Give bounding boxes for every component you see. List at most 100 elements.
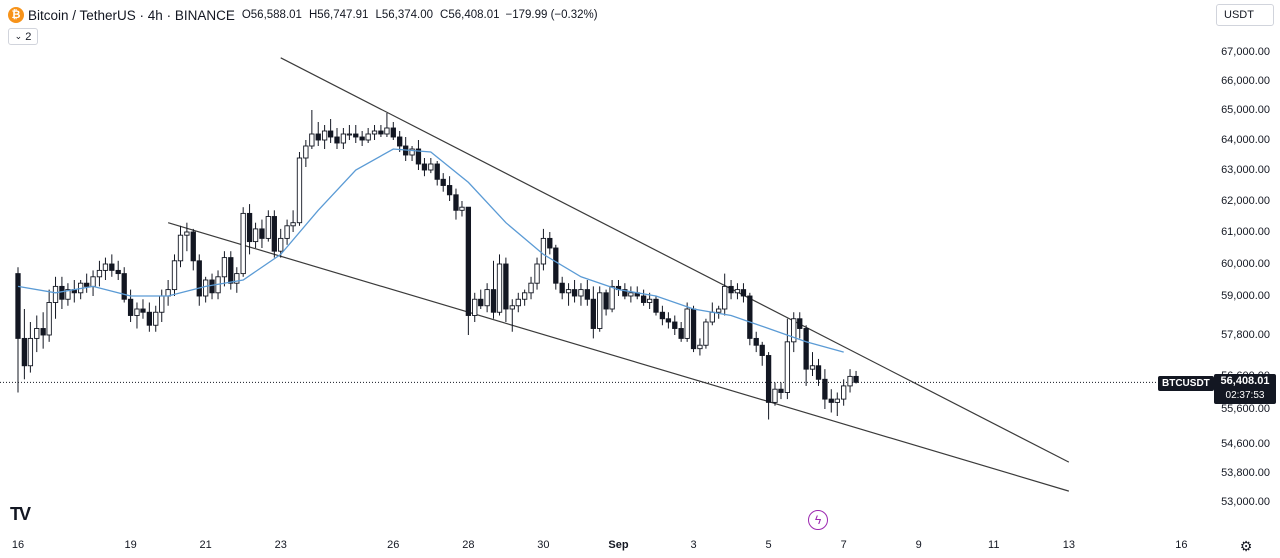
chart-legend: ₿ Bitcoin / TetherUS · 4h · BINANCE O 56,… bbox=[8, 6, 598, 24]
y-tick-label: 67,000.00 bbox=[1221, 46, 1270, 58]
candle-body bbox=[490, 289, 497, 313]
indicators-toggle-button[interactable]: ⌄ 2 bbox=[8, 28, 38, 45]
candle bbox=[415, 140, 422, 170]
candle-body bbox=[509, 305, 515, 310]
currency-selector[interactable]: USDT bbox=[1216, 4, 1274, 26]
candle bbox=[697, 338, 703, 356]
gear-icon[interactable]: ⚙ bbox=[1239, 538, 1253, 554]
candle bbox=[240, 207, 246, 277]
candle-body bbox=[303, 145, 309, 159]
candle-body bbox=[484, 289, 490, 307]
candle bbox=[65, 283, 71, 306]
x-tick-label: 19 bbox=[124, 539, 137, 551]
open-value: 56,588.01 bbox=[250, 9, 302, 21]
candle bbox=[303, 140, 309, 167]
candle-body bbox=[296, 157, 303, 224]
candle bbox=[578, 283, 584, 306]
candle-body bbox=[428, 163, 434, 171]
candle-body bbox=[177, 234, 184, 262]
candle-body bbox=[265, 216, 271, 239]
y-tick-label: 57,800.00 bbox=[1221, 329, 1270, 341]
flash-icon[interactable]: ϟ bbox=[808, 510, 828, 530]
candle bbox=[390, 122, 396, 140]
candle bbox=[165, 280, 171, 306]
candle bbox=[678, 322, 684, 342]
candle-body bbox=[515, 298, 521, 307]
upper-trendline[interactable] bbox=[280, 57, 1070, 463]
lower-trendline[interactable] bbox=[167, 222, 1070, 492]
candle bbox=[503, 257, 509, 322]
candle bbox=[747, 292, 753, 346]
candle-body bbox=[628, 292, 634, 297]
candle bbox=[528, 276, 534, 300]
candle bbox=[759, 341, 765, 366]
candle-body bbox=[228, 257, 234, 284]
candle bbox=[403, 137, 409, 161]
candle-body bbox=[278, 237, 284, 252]
candle-body bbox=[797, 318, 803, 329]
symbol-title[interactable]: Bitcoin / TetherUS · 4h · BINANCE bbox=[28, 7, 235, 23]
candle-body bbox=[559, 282, 565, 294]
candle bbox=[153, 305, 159, 332]
candle-body bbox=[603, 292, 609, 310]
x-tick-label: 3 bbox=[690, 539, 697, 551]
candle-body bbox=[284, 225, 290, 239]
candle-body bbox=[503, 263, 509, 310]
candle bbox=[765, 352, 772, 420]
candle bbox=[590, 286, 596, 339]
tradingview-logo-icon[interactable]: TV bbox=[10, 504, 31, 524]
candle-body bbox=[171, 260, 178, 291]
low-value: 56,374.00 bbox=[381, 9, 434, 21]
candle bbox=[177, 225, 184, 268]
candle-body bbox=[40, 328, 46, 336]
candle bbox=[278, 228, 284, 258]
candle bbox=[334, 128, 340, 149]
candle-body bbox=[584, 289, 590, 300]
candle-body bbox=[46, 302, 52, 336]
candle-body bbox=[321, 130, 328, 141]
candle-body bbox=[359, 136, 365, 141]
candle-body bbox=[828, 398, 834, 403]
candle-body bbox=[784, 341, 791, 393]
candle-body bbox=[678, 328, 684, 339]
candle bbox=[665, 312, 672, 329]
candle bbox=[853, 370, 859, 384]
candle bbox=[465, 206, 472, 335]
y-tick-label: 53,000.00 bbox=[1221, 496, 1270, 508]
candle bbox=[434, 161, 440, 186]
candle-body bbox=[709, 311, 715, 323]
candle-body bbox=[653, 298, 659, 313]
candle bbox=[378, 125, 384, 137]
candle bbox=[327, 119, 334, 143]
candle-body bbox=[722, 285, 728, 310]
candle bbox=[52, 276, 59, 319]
candle bbox=[565, 283, 572, 306]
candle bbox=[271, 210, 277, 258]
candle bbox=[703, 318, 709, 349]
candle bbox=[59, 276, 65, 309]
candle bbox=[34, 315, 40, 353]
x-tick-label: 11 bbox=[988, 539, 1000, 551]
close-label: C bbox=[440, 9, 449, 21]
bitcoin-logo-icon: ₿ bbox=[8, 7, 24, 23]
candle-body bbox=[815, 365, 822, 380]
candle bbox=[102, 257, 109, 280]
candle bbox=[822, 369, 828, 409]
candle-body bbox=[834, 398, 840, 403]
candle bbox=[609, 280, 615, 313]
candle-body bbox=[540, 237, 547, 265]
candle bbox=[359, 131, 365, 146]
indicators-count: 2 bbox=[25, 30, 32, 43]
candle-body bbox=[421, 163, 428, 171]
candle-body bbox=[847, 375, 853, 387]
candle bbox=[584, 280, 590, 306]
candle bbox=[46, 289, 52, 342]
candle-body bbox=[640, 295, 647, 303]
candle bbox=[78, 280, 84, 300]
change-value: −179.99 (−0.32%) bbox=[505, 9, 598, 21]
candle-body bbox=[353, 133, 359, 138]
candles bbox=[15, 110, 859, 420]
x-tick-label: 26 bbox=[387, 539, 400, 551]
candle-body bbox=[96, 269, 103, 278]
